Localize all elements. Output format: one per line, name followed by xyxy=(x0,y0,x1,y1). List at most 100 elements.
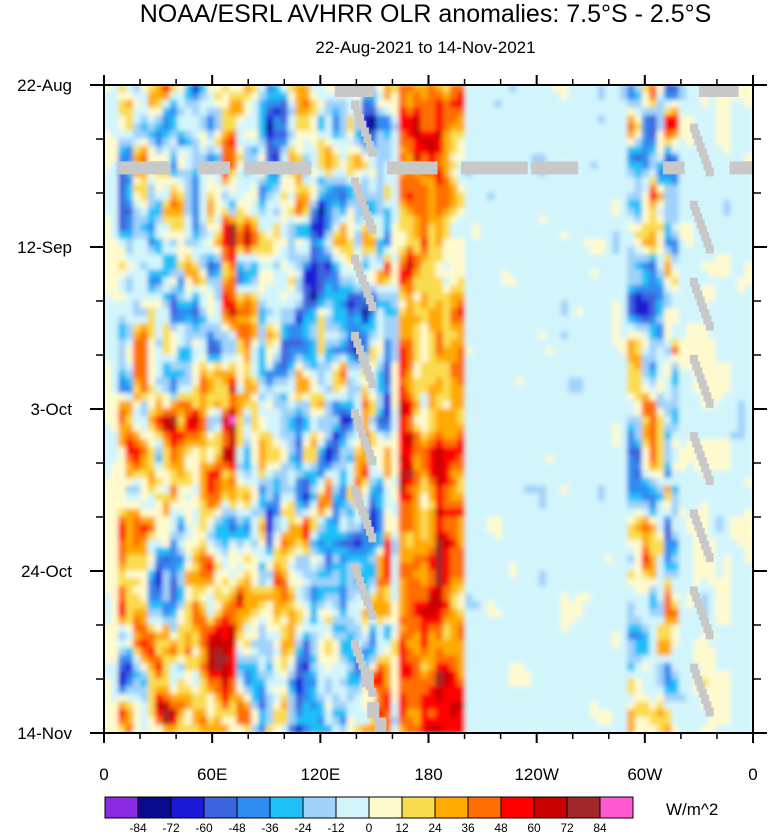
field-cell xyxy=(737,477,747,487)
field-cell xyxy=(479,184,488,194)
field-cell xyxy=(169,238,179,248)
field-cell xyxy=(324,269,334,279)
field-cell xyxy=(664,138,673,148)
field-cell xyxy=(177,146,186,155)
field-cell xyxy=(310,501,319,510)
field-cell xyxy=(155,238,164,248)
field-cell xyxy=(678,231,688,240)
field-cell xyxy=(715,362,724,371)
field-cell xyxy=(310,315,319,325)
field-cell xyxy=(361,261,370,271)
field-cell xyxy=(199,408,208,418)
field-cell xyxy=(597,161,606,171)
field-cell xyxy=(287,308,297,317)
field-cell xyxy=(391,462,400,472)
field-cell xyxy=(177,85,186,94)
field-cell xyxy=(169,431,179,441)
field-cell xyxy=(435,285,444,294)
field-cell xyxy=(339,200,348,209)
field-cell xyxy=(582,508,592,518)
field-cell xyxy=(641,177,651,186)
field-cell xyxy=(376,385,385,395)
field-cell xyxy=(110,238,120,248)
field-cell xyxy=(383,447,393,456)
field-cell xyxy=(236,315,245,325)
field-cell xyxy=(376,115,385,125)
field-cell xyxy=(221,261,230,271)
field-cell xyxy=(251,254,260,263)
field-cell xyxy=(317,99,326,109)
field-cell xyxy=(169,169,179,179)
field-cell xyxy=(678,269,688,279)
field-cell xyxy=(538,331,547,341)
field-cell xyxy=(487,92,496,101)
field-cell xyxy=(649,308,658,317)
field-cell xyxy=(369,331,378,341)
field-cell xyxy=(221,501,230,510)
field-cell xyxy=(228,85,238,94)
field-cell xyxy=(597,92,606,101)
field-cell xyxy=(302,146,311,155)
field-cell xyxy=(317,485,326,495)
field-cell xyxy=(177,285,186,294)
field-cell xyxy=(236,508,245,518)
field-cell xyxy=(339,161,348,171)
field-cell xyxy=(155,269,164,279)
field-cell xyxy=(597,215,606,225)
field-cell xyxy=(332,231,341,240)
field-cell xyxy=(251,377,260,387)
field-cell xyxy=(324,400,334,410)
field-cell xyxy=(627,207,636,217)
field-cell xyxy=(472,254,481,263)
field-cell xyxy=(582,501,592,510)
field-cell xyxy=(118,138,127,148)
field-cell xyxy=(523,485,533,495)
field-cell xyxy=(494,99,503,109)
field-cell xyxy=(494,331,503,341)
field-cell xyxy=(560,308,570,317)
field-cell xyxy=(258,377,267,387)
field-cell xyxy=(472,485,481,495)
field-cell xyxy=(509,200,518,209)
field-cell xyxy=(479,423,488,433)
field-cell xyxy=(310,400,319,410)
field-cell xyxy=(104,146,112,155)
field-cell xyxy=(346,501,356,510)
field-cell xyxy=(324,85,334,94)
field-cell xyxy=(287,85,297,94)
field-cell xyxy=(199,177,208,186)
field-cell xyxy=(509,323,518,333)
field-cell xyxy=(221,516,230,526)
field-cell xyxy=(214,377,223,387)
field-cell xyxy=(568,408,577,418)
field-cell xyxy=(280,246,289,256)
field-cell xyxy=(531,115,540,125)
field-cell xyxy=(251,192,260,202)
field-cell xyxy=(243,377,252,387)
field-cell xyxy=(723,277,732,287)
field-cell xyxy=(162,200,171,209)
field-cell xyxy=(464,107,474,117)
field-cell xyxy=(236,146,245,155)
field-cell xyxy=(125,99,134,109)
field-cell xyxy=(472,184,481,194)
field-cell xyxy=(110,462,120,472)
field-cell xyxy=(199,447,208,456)
field-cell xyxy=(464,516,474,526)
field-cell xyxy=(523,385,533,395)
field-cell xyxy=(428,508,437,518)
field-cell xyxy=(243,393,252,402)
field-cell xyxy=(737,223,747,233)
field-cell xyxy=(523,331,533,341)
field-cell xyxy=(398,423,407,433)
field-cell xyxy=(420,107,429,117)
field-cell xyxy=(553,416,562,425)
field-cell xyxy=(686,169,695,179)
field-cell xyxy=(317,123,326,132)
field-cell xyxy=(192,400,201,410)
field-cell xyxy=(236,493,245,503)
field-cell xyxy=(228,377,238,387)
field-cell xyxy=(487,377,496,387)
field-cell xyxy=(133,207,142,217)
field-cell xyxy=(110,354,120,364)
